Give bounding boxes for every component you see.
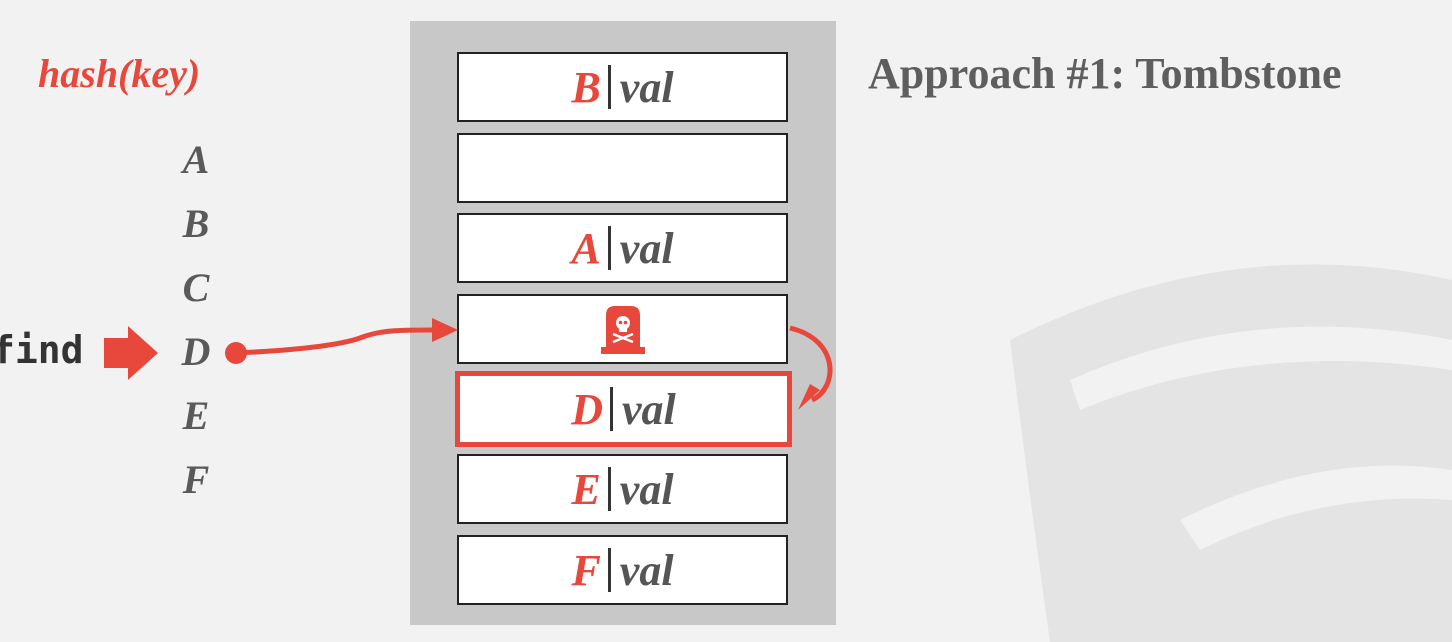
slot-key: D <box>571 384 603 434</box>
linear-probe-arrow <box>789 325 833 403</box>
right-arrow-icon <box>104 326 158 380</box>
key-a: A <box>182 137 210 182</box>
key-f: F <box>182 457 210 502</box>
slot-value: val <box>619 545 674 595</box>
slot-separator <box>607 467 611 511</box>
slot-key: F <box>571 545 601 595</box>
key-e: E <box>182 393 210 438</box>
slot-key: B <box>571 62 601 112</box>
slot-separator <box>607 548 611 592</box>
slide-title: Approach #1: Tombstone <box>868 49 1342 98</box>
hash-mapping-arrow <box>235 327 433 356</box>
key-d: D <box>181 329 211 374</box>
slot-value: val <box>619 223 674 273</box>
slot-value: val <box>619 62 674 112</box>
slot-value: val <box>619 464 674 514</box>
tombstone-skull-icon <box>600 306 645 354</box>
key-c: C <box>182 265 210 310</box>
key-b: B <box>182 201 210 246</box>
hash-function-label: hash(key) <box>38 51 201 96</box>
hash-mapping-arrowhead <box>432 318 458 342</box>
slot-key: A <box>571 223 601 273</box>
slot-separator <box>610 387 613 431</box>
find-operation-label: find <box>0 328 84 372</box>
slot-key: E <box>571 464 601 514</box>
slot-separator <box>607 226 611 270</box>
slot-separator <box>607 65 611 109</box>
slot-3-tombstone <box>457 294 788 364</box>
slot-1-empty <box>457 133 788 203</box>
linear-probe-arrowhead <box>798 384 820 410</box>
slot-value: val <box>622 384 676 434</box>
